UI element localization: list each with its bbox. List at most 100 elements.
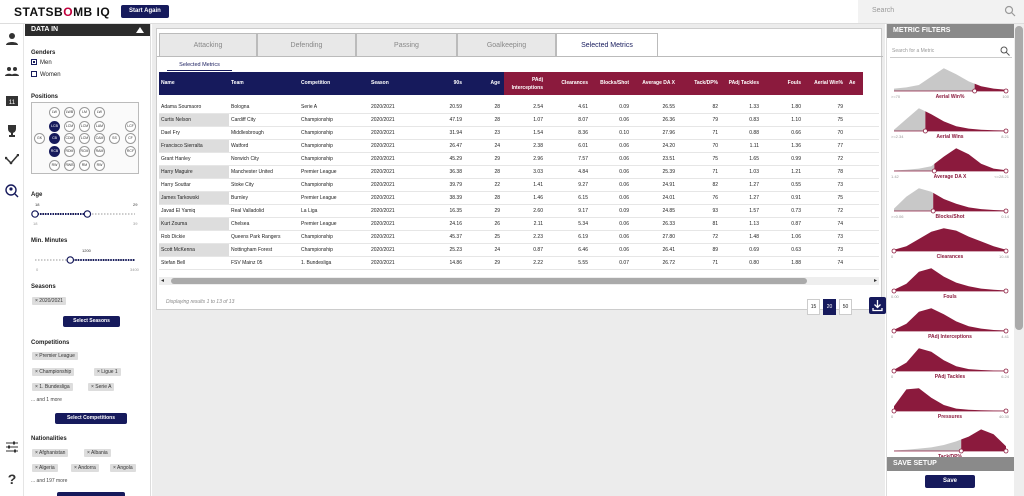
- trophy-icon[interactable]: [5, 124, 19, 138]
- position-cam[interactable]: CAM: [94, 133, 105, 144]
- position-rm[interactable]: RM: [79, 160, 90, 171]
- distribution-chart[interactable]: [890, 104, 1010, 134]
- position-ss[interactable]: SS: [109, 133, 120, 144]
- distribution-chart[interactable]: [890, 384, 1010, 414]
- position-rcf[interactable]: RCF: [125, 146, 136, 157]
- col-padj-tackles[interactable]: PAdj Tackles: [722, 72, 763, 95]
- table-row[interactable]: Harry Maguire Manchester United Premier Le…: [159, 166, 879, 179]
- player-name-cell[interactable]: Rob Dickie: [159, 231, 229, 243]
- select-nationalities-button[interactable]: [57, 492, 125, 496]
- distribution-chart[interactable]: [890, 144, 1010, 174]
- nationality-tag[interactable]: × Albania: [84, 449, 111, 457]
- download-button[interactable]: [869, 297, 886, 314]
- page-vertical-scrollbar[interactable]: [1014, 24, 1024, 496]
- page-scrollbar-thumb[interactable]: [1015, 26, 1023, 330]
- search-person-icon[interactable]: [5, 184, 19, 198]
- player-name-cell[interactable]: Adama Soumaoro: [159, 101, 229, 113]
- table-row[interactable]: Dael Fry Middlesbrough Championship 2020/20…: [159, 127, 879, 140]
- season-tag[interactable]: × 2020/2021: [32, 297, 66, 305]
- player-name-cell[interactable]: James Tarkowski: [159, 192, 229, 204]
- nationality-tag[interactable]: × Algeria: [32, 464, 58, 472]
- horizontal-scrollbar[interactable]: ◂ ▸: [159, 277, 879, 285]
- user-icon[interactable]: [5, 32, 19, 46]
- scroll-left-icon[interactable]: ◂: [161, 278, 165, 284]
- metric-filter-blocks-shot[interactable]: >=0.06 0.14 Blocks/Shot: [890, 184, 1010, 224]
- position-gk[interactable]: GK: [34, 133, 45, 144]
- position-ram[interactable]: RAM: [94, 146, 105, 157]
- table-row[interactable]: Adama Soumaoro Bologna Serie A 2020/2021 20.…: [159, 101, 879, 114]
- col-age[interactable]: Age: [466, 72, 504, 95]
- col-season[interactable]: Season: [369, 72, 424, 95]
- col-padj-interceptions[interactable]: PAdj Interceptions: [504, 72, 547, 95]
- col-name[interactable]: Name: [159, 72, 229, 95]
- position-lwb[interactable]: LWB: [64, 107, 75, 118]
- competition-tag[interactable]: × Serie A: [88, 383, 115, 391]
- position-rw[interactable]: RW: [49, 160, 60, 171]
- search-icon[interactable]: [1004, 5, 1016, 17]
- network-icon[interactable]: [5, 154, 19, 168]
- minutes-slider[interactable]: [31, 255, 139, 265]
- player-name-cell[interactable]: Kurt Zouma: [159, 218, 229, 230]
- position-rwb[interactable]: RWB: [64, 160, 75, 171]
- data-in-header[interactable]: DATA IN: [25, 24, 150, 36]
- tab-selected-metrics[interactable]: Selected Metrics: [556, 33, 658, 57]
- distribution-chart[interactable]: [890, 224, 1010, 254]
- player-name-cell[interactable]: Scott McKenna: [159, 244, 229, 256]
- tab-passing[interactable]: Passing: [356, 33, 457, 56]
- nationality-tag[interactable]: × Afghanistan: [32, 449, 69, 457]
- distribution-chart[interactable]: [890, 344, 1010, 374]
- col-blocks-shot[interactable]: Blocks/Shot: [592, 72, 633, 95]
- collapse-icon[interactable]: [136, 27, 144, 33]
- position-lw[interactable]: LW: [49, 107, 60, 118]
- select-seasons-button[interactable]: Select Seasons: [63, 316, 120, 327]
- player-name-cell[interactable]: Harry Maguire: [159, 166, 229, 178]
- top-search-box[interactable]: Search: [858, 0, 1024, 23]
- distribution-chart[interactable]: [890, 184, 1010, 214]
- nationality-tag[interactable]: × Angola: [110, 464, 136, 472]
- position-cb[interactable]: CB: [49, 133, 60, 144]
- position-lcb[interactable]: LCB: [49, 121, 60, 132]
- player-name-cell[interactable]: Grant Hanley: [159, 153, 229, 165]
- start-again-button[interactable]: Start Again: [121, 5, 169, 18]
- metric-filter-average-da-x[interactable]: 1.42 <=28.21 Average DA X: [890, 144, 1010, 184]
- competition-tag[interactable]: × 1. Bundesliga: [32, 383, 73, 391]
- save-button[interactable]: Save: [925, 475, 975, 488]
- table-row[interactable]: Rob Dickie Queens Park Rangers Championshi…: [159, 231, 879, 244]
- col-fouls[interactable]: Fouls: [763, 72, 805, 95]
- gender-women-checkbox[interactable]: Women: [31, 71, 61, 78]
- table-row[interactable]: Francisco Sierralta Watford Championship 20…: [159, 140, 879, 153]
- position-lcm[interactable]: LCM: [64, 121, 75, 132]
- position-lw2[interactable]: LW: [94, 107, 105, 118]
- position-cm[interactable]: LCM: [79, 133, 90, 144]
- group-icon[interactable]: [5, 64, 19, 78]
- col-aerial-wins[interactable]: Ae: [847, 72, 863, 95]
- distribution-chart[interactable]: [890, 64, 1010, 94]
- metric-filter-clearances[interactable]: 0 10.46 Clearances: [890, 224, 1010, 264]
- metric-filter-padj-tackles[interactable]: 0 6.24 PAdj Tackles: [890, 344, 1010, 384]
- age-slider[interactable]: [31, 209, 139, 219]
- tab-defending[interactable]: Defending: [257, 33, 356, 56]
- player-name-cell[interactable]: Javad El Yamiq: [159, 205, 229, 217]
- select-competitions-button[interactable]: Select Competitions: [55, 413, 127, 424]
- metric-filter-aerial-wins[interactable]: >=2.34 8.21 Aerial Wins: [890, 104, 1010, 144]
- table-row[interactable]: Grant Hanley Norwich City Championship 2020…: [159, 153, 879, 166]
- distribution-chart[interactable]: [890, 424, 1010, 454]
- subtab-selected-metrics[interactable]: Selected Metrics: [167, 60, 232, 71]
- gender-men-checkbox[interactable]: Men: [31, 59, 52, 66]
- position-rcb[interactable]: RCB: [49, 146, 60, 157]
- player-name-cell[interactable]: Francisco Sierralta: [159, 140, 229, 152]
- metric-filter-fouls[interactable]: 0.00 Fouls: [890, 264, 1010, 304]
- tab-goalkeeping[interactable]: Goalkeeping: [457, 33, 556, 56]
- table-row[interactable]: Curtis Nelson Cardiff City Championship 202…: [159, 114, 879, 127]
- distribution-chart[interactable]: [890, 264, 1010, 294]
- metric-filter-padj-interceptions[interactable]: 0 4.41 PAdj Interceptions: [890, 304, 1010, 344]
- competition-tag[interactable]: × Ligue 1: [94, 368, 121, 376]
- col-competition[interactable]: Competition: [299, 72, 369, 95]
- scroll-right-icon[interactable]: ▸: [873, 278, 877, 284]
- col-90s[interactable]: 90s: [424, 72, 466, 95]
- player-name-cell[interactable]: Harry Souttar: [159, 179, 229, 191]
- search-icon[interactable]: [1000, 46, 1010, 56]
- page-size-20[interactable]: 20: [823, 299, 836, 315]
- help-icon[interactable]: ?: [7, 471, 17, 487]
- page-size-50[interactable]: 50: [839, 299, 852, 315]
